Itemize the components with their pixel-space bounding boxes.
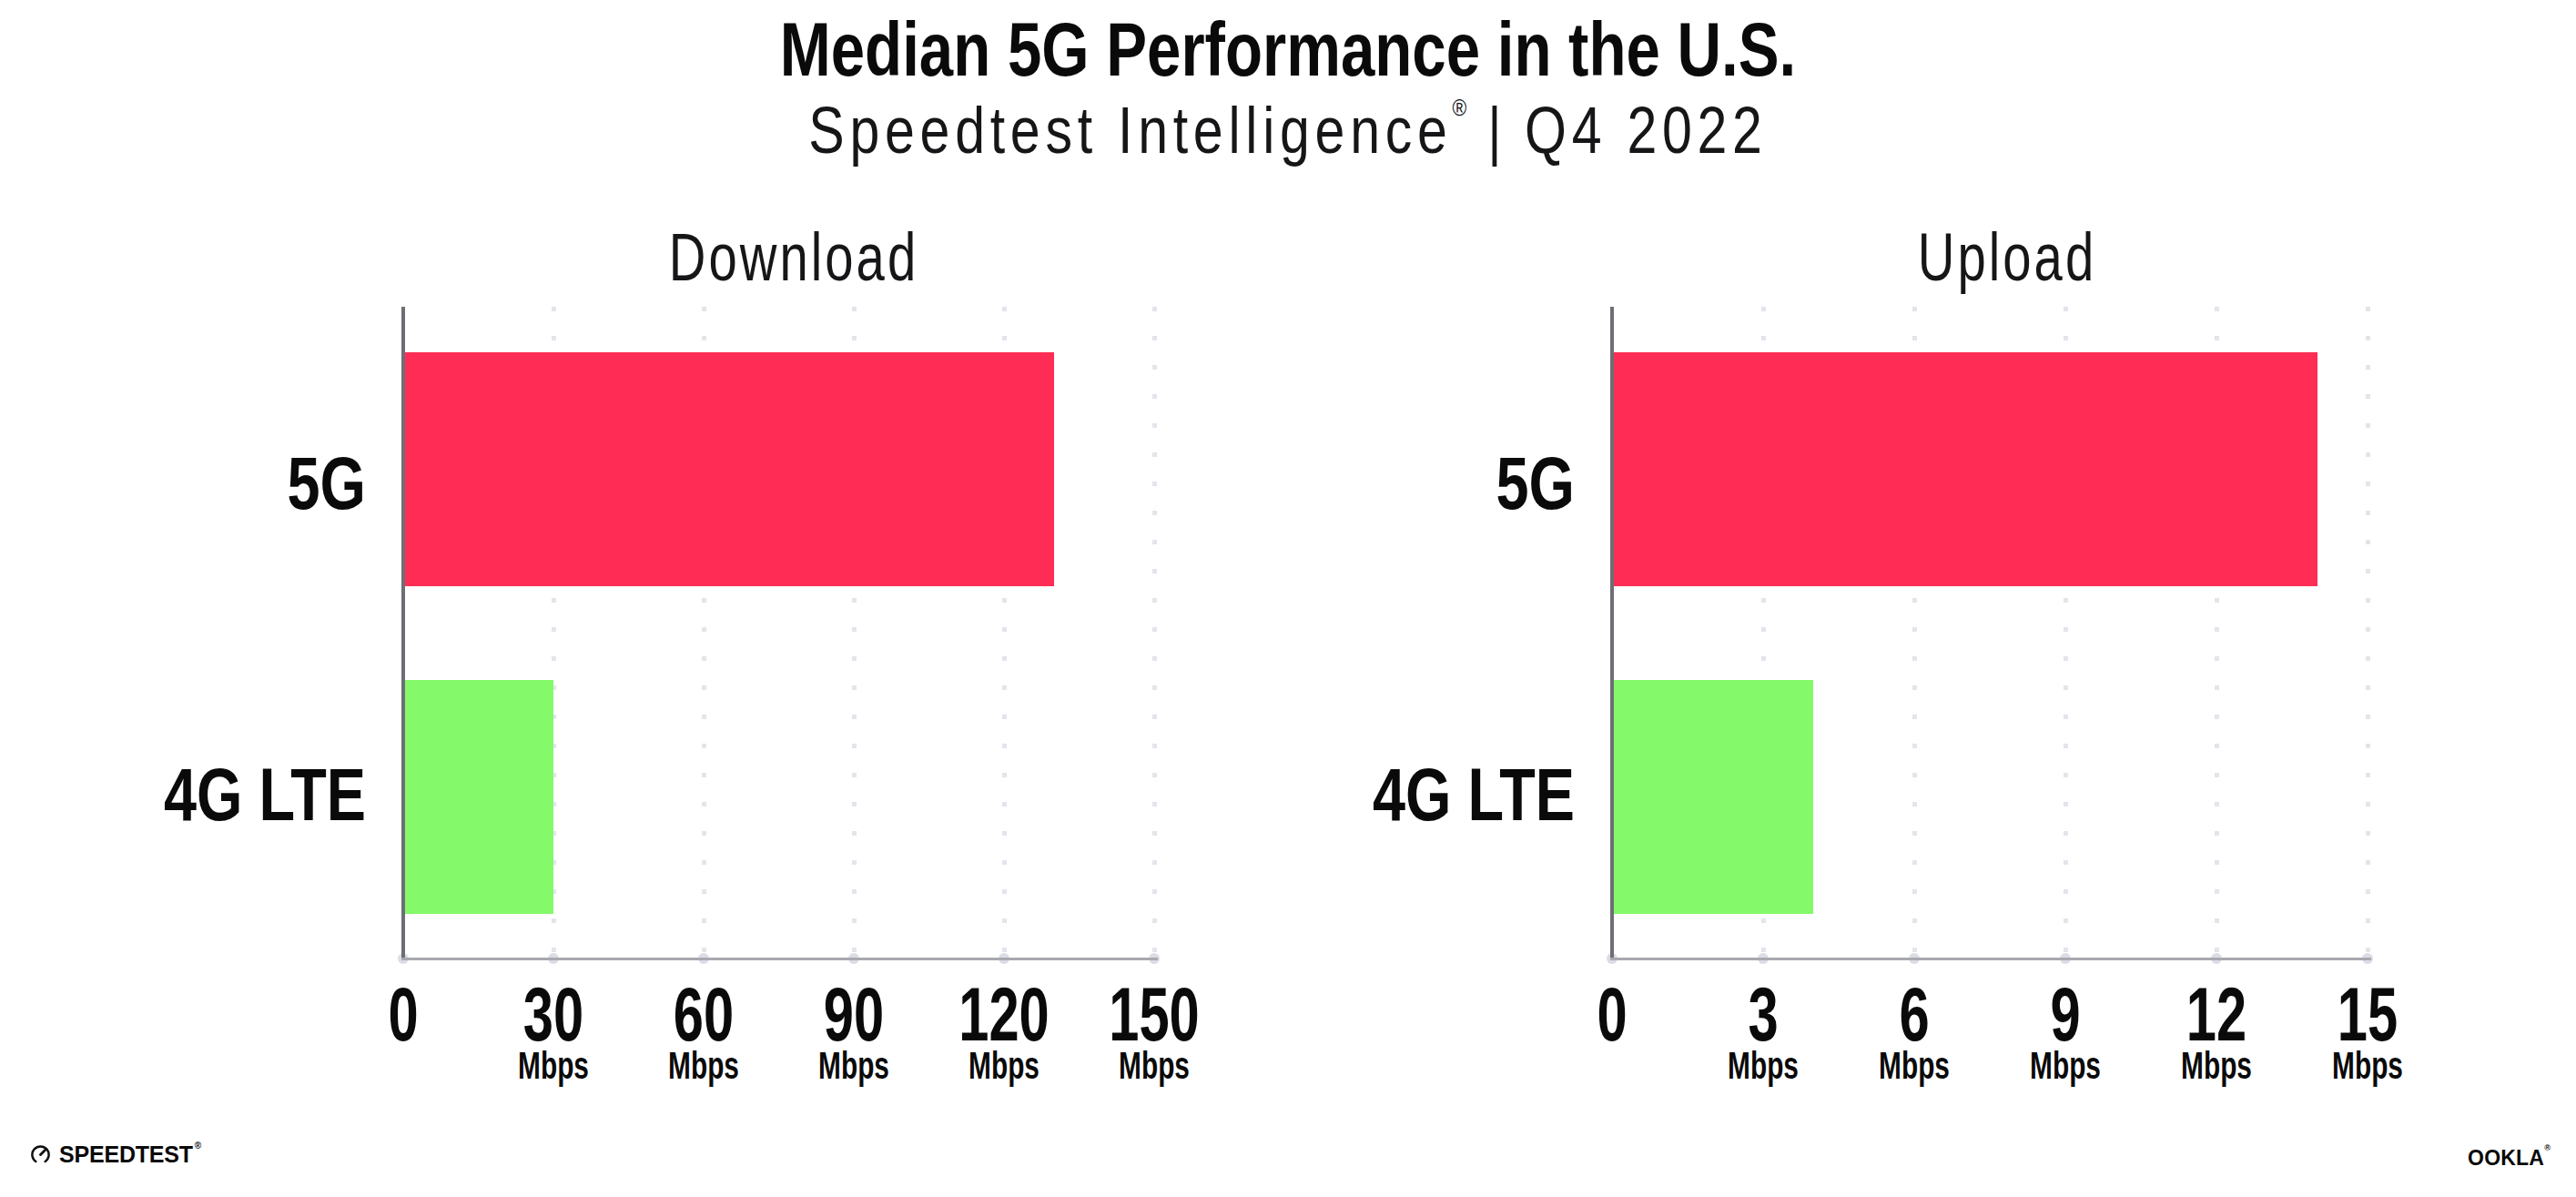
gridline-upload-15 xyxy=(2366,307,2370,959)
bar-upload-5g xyxy=(1614,352,2317,586)
ookla-registered-mark: ® xyxy=(2544,1143,2551,1152)
x-tick-unit-download-150: Mbps xyxy=(1025,1047,1283,1085)
y-category-label-download-4g-lte: 4G LTE xyxy=(78,757,366,832)
panel-title-upload: Upload xyxy=(1765,224,2249,291)
y-category-label-upload-4g-lte: 4G LTE xyxy=(1287,757,1575,832)
panel-title-download: Download xyxy=(552,224,1036,291)
page-title: Median 5G Performance in the U.S. xyxy=(258,11,2318,87)
y-category-label-download-5g: 5G xyxy=(78,446,366,521)
x-tick-label-download-150: 150 xyxy=(1025,976,1283,1052)
bar-upload-4g-lte xyxy=(1614,680,1813,914)
speedtest-logo: SPEEDTEST® xyxy=(30,1143,199,1166)
figure-canvas: Median 5G Performance in the U.S. Speedt… xyxy=(0,0,2576,1197)
x-axis-line-upload xyxy=(1610,958,2371,960)
registered-trademark-icon: ® xyxy=(1453,94,1467,121)
y-category-label-upload-5g: 5G xyxy=(1287,446,1575,521)
speedtest-wordmark: SPEEDTEST xyxy=(59,1141,193,1167)
gridline-download-150 xyxy=(1152,307,1157,959)
speedtest-registered-mark: ® xyxy=(195,1141,201,1151)
bar-download-4g-lte xyxy=(405,680,553,914)
x-axis-line-download xyxy=(401,958,1158,960)
x-tick-unit-upload-15: Mbps xyxy=(2238,1047,2497,1085)
speedtest-gauge-icon xyxy=(30,1144,51,1165)
ookla-wordmark: OOKLA xyxy=(2468,1146,2544,1170)
subtitle-period: Q4 2022 xyxy=(1525,94,1768,167)
subtitle-divider: | xyxy=(1487,94,1506,167)
speedtest-wordmark-wrap: SPEEDTEST® xyxy=(59,1143,199,1166)
bar-download-5g xyxy=(405,352,1054,586)
page-subtitle: Speedtest Intelligence®|Q4 2022 xyxy=(232,97,2345,163)
subtitle-brand: Speedtest Intelligence xyxy=(808,94,1452,167)
x-tick-label-upload-15: 15 xyxy=(2238,976,2497,1052)
ookla-logo: OOKLA® xyxy=(2468,1148,2551,1169)
